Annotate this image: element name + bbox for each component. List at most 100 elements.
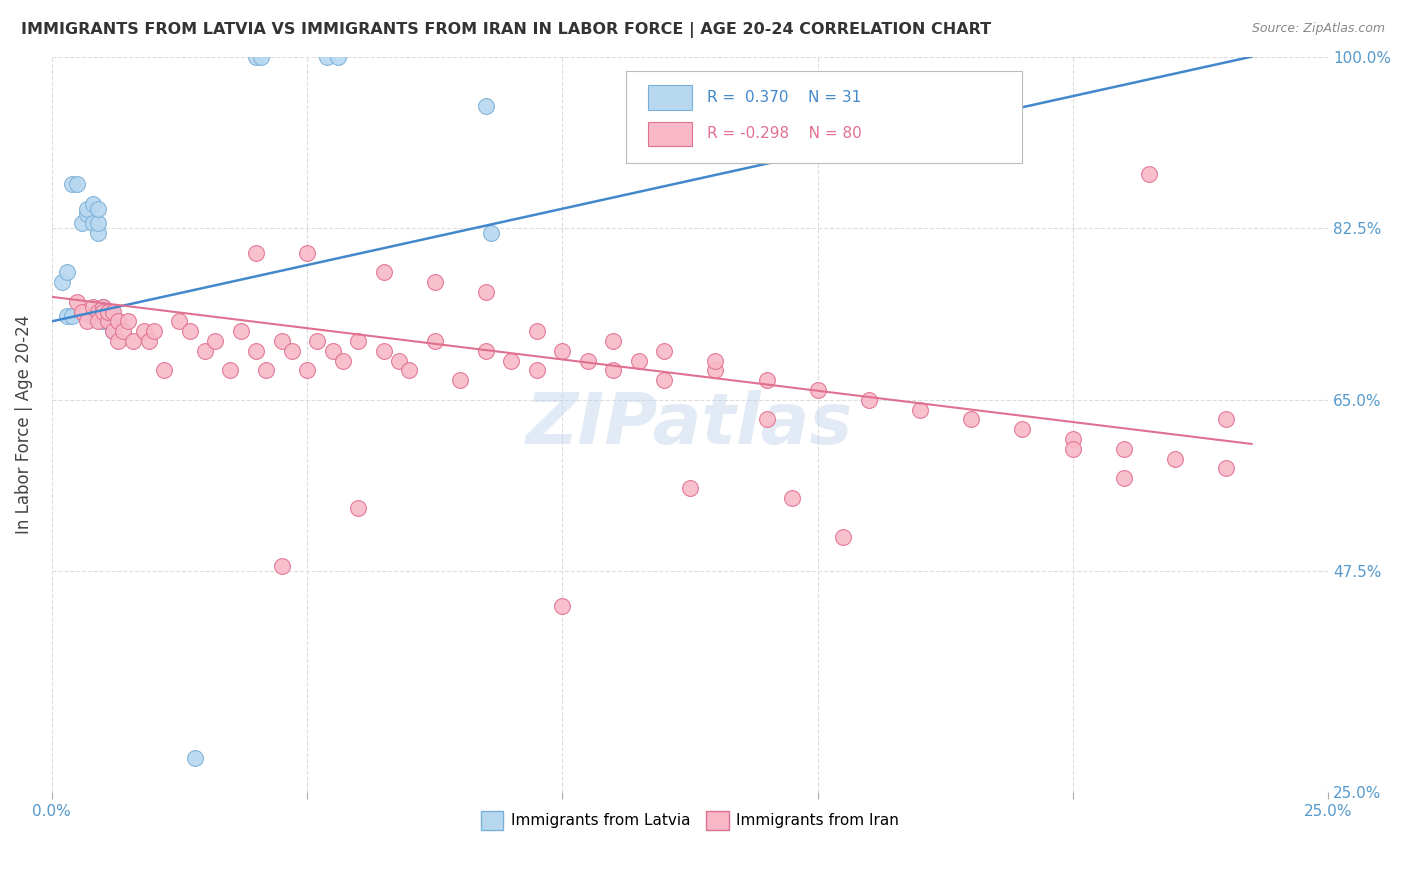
Point — [322, 343, 344, 358]
Point — [86, 216, 108, 230]
Y-axis label: In Labor Force | Age 20-24: In Labor Force | Age 20-24 — [15, 315, 32, 534]
Point — [780, 491, 803, 505]
Point — [91, 304, 114, 318]
Point — [66, 294, 89, 309]
Point — [332, 353, 354, 368]
Point — [122, 334, 145, 348]
Point — [654, 373, 676, 387]
Point — [627, 353, 650, 368]
Point — [245, 343, 267, 358]
Point — [280, 343, 302, 358]
Point — [91, 304, 114, 318]
Point — [91, 300, 114, 314]
Point — [169, 314, 191, 328]
Point — [908, 402, 931, 417]
Bar — [648, 86, 693, 110]
Point — [97, 304, 120, 318]
Point — [82, 216, 104, 230]
Point — [91, 310, 114, 324]
Point — [423, 334, 446, 348]
Point — [270, 334, 292, 348]
Point — [101, 324, 124, 338]
Point — [142, 324, 165, 338]
Text: Source: ZipAtlas.com: Source: ZipAtlas.com — [1251, 22, 1385, 36]
Point — [117, 314, 139, 328]
Point — [388, 353, 411, 368]
Point — [72, 304, 94, 318]
Point — [56, 310, 79, 324]
Point — [326, 50, 349, 64]
Point — [183, 750, 205, 764]
Point — [1112, 442, 1135, 456]
Point — [107, 314, 129, 328]
Point — [602, 363, 624, 377]
Point — [806, 383, 828, 397]
Point — [51, 275, 73, 289]
Point — [101, 304, 124, 318]
Point — [704, 353, 727, 368]
Legend: Immigrants from Latvia, Immigrants from Iran: Immigrants from Latvia, Immigrants from … — [474, 805, 905, 836]
Point — [602, 334, 624, 348]
Point — [959, 412, 981, 426]
Point — [138, 334, 160, 348]
Point — [347, 500, 370, 515]
Point — [86, 226, 108, 240]
Point — [179, 324, 201, 338]
Point — [107, 314, 129, 328]
Point — [704, 363, 727, 377]
Point — [97, 314, 120, 328]
Point — [107, 334, 129, 348]
Point — [755, 373, 778, 387]
Point — [423, 275, 446, 289]
Point — [1215, 461, 1237, 475]
Point — [501, 353, 523, 368]
Point — [1164, 451, 1187, 466]
Point — [66, 177, 89, 191]
Point — [1215, 412, 1237, 426]
Point — [76, 314, 98, 328]
Point — [551, 343, 574, 358]
Point — [1062, 432, 1084, 446]
Point — [245, 245, 267, 260]
Point — [479, 226, 502, 240]
Point — [132, 324, 155, 338]
Point — [679, 481, 702, 495]
Point — [254, 363, 277, 377]
Point — [551, 599, 574, 613]
Point — [153, 363, 176, 377]
Point — [250, 50, 273, 64]
Point — [398, 363, 420, 377]
Point — [1112, 471, 1135, 485]
Point — [755, 412, 778, 426]
Point — [86, 304, 108, 318]
Point — [245, 50, 267, 64]
Point — [347, 334, 370, 348]
Bar — [648, 122, 693, 146]
Point — [449, 373, 471, 387]
Point — [316, 50, 339, 64]
Point — [307, 334, 329, 348]
Point — [97, 314, 120, 328]
Point — [76, 206, 98, 220]
Point — [56, 265, 79, 279]
Point — [112, 324, 135, 338]
Point — [1139, 167, 1161, 181]
Point — [270, 559, 292, 574]
Point — [82, 300, 104, 314]
Point — [858, 392, 880, 407]
Point — [526, 363, 548, 377]
Point — [91, 300, 114, 314]
Text: R =  0.370    N = 31: R = 0.370 N = 31 — [707, 89, 860, 104]
Point — [82, 196, 104, 211]
Point — [373, 343, 395, 358]
Point — [60, 177, 83, 191]
Point — [1062, 442, 1084, 456]
Point — [86, 314, 108, 328]
Point — [60, 310, 83, 324]
Point — [1011, 422, 1033, 436]
Text: R = -0.298    N = 80: R = -0.298 N = 80 — [707, 127, 862, 142]
Point — [229, 324, 252, 338]
Point — [86, 202, 108, 216]
Point — [101, 310, 124, 324]
Point — [219, 363, 242, 377]
